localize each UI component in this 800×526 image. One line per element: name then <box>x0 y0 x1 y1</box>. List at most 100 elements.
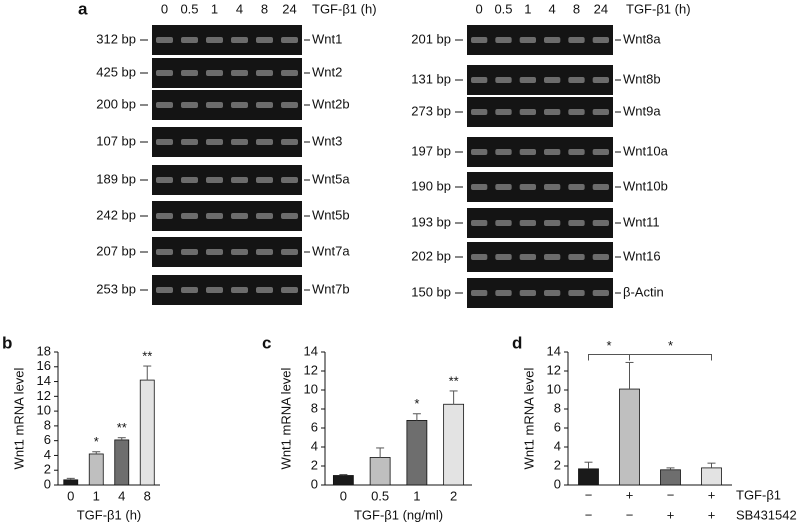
gel-image <box>152 58 302 88</box>
y-axis-label: Wnt1 mRNA level <box>521 367 536 469</box>
gel-image <box>467 65 613 95</box>
lane-label: 8 <box>261 1 268 16</box>
gel-band <box>256 37 273 43</box>
x-tick-label: 0.5 <box>371 488 389 503</box>
comparison-label: * <box>606 338 611 353</box>
gel-image <box>467 172 613 202</box>
x-tick-label: 0 <box>340 488 347 503</box>
gel-band <box>471 149 488 155</box>
y-tick-label: 8 <box>44 417 51 432</box>
factor-level: − <box>585 507 593 522</box>
bar <box>114 439 130 486</box>
lane-label: 4 <box>236 1 243 16</box>
bar <box>406 419 428 486</box>
gel-band <box>568 184 585 190</box>
gene-label: Wnt11 <box>623 214 660 229</box>
gel-band <box>568 149 585 155</box>
gel-band <box>495 149 512 155</box>
factor-name: TGF-β1 <box>736 487 781 502</box>
lanes-title: TGF-β1 (h) <box>626 1 691 16</box>
gel-band <box>281 70 298 76</box>
gel-band <box>568 254 585 260</box>
bar <box>701 467 722 486</box>
band-size: 201 bp <box>411 31 451 46</box>
comparison-bracket <box>629 353 712 361</box>
comparison-bracket <box>588 353 630 361</box>
band-size: 189 bp <box>96 171 136 186</box>
gene-label: Wnt9a <box>623 103 661 118</box>
gel-band <box>256 139 273 145</box>
y-tick-label: 16 <box>37 358 51 373</box>
gel-image <box>152 237 302 267</box>
gel-band <box>495 184 512 190</box>
gel-band <box>519 220 536 226</box>
bar <box>660 469 681 486</box>
y-tick-label: 10 <box>547 381 561 396</box>
gene-label: Wnt2b <box>312 96 350 111</box>
factor-level: + <box>667 507 675 522</box>
gel-image <box>467 25 613 55</box>
significance: ** <box>449 373 459 388</box>
bar <box>619 388 640 486</box>
gene-label: Wnt10a <box>623 143 669 158</box>
gel-band <box>231 139 248 145</box>
factor-level: − <box>626 507 634 522</box>
gel-band <box>256 249 273 255</box>
gene-label: Wnt3 <box>312 133 342 148</box>
gel-image <box>152 127 302 157</box>
band-size: 107 bp <box>96 133 136 148</box>
lane-label: 0.5 <box>180 1 198 16</box>
bar <box>63 479 79 486</box>
gel-band <box>568 37 585 43</box>
gel-band <box>256 177 273 183</box>
y-tick-label: 14 <box>304 343 318 358</box>
gel-band <box>206 139 223 145</box>
gel-band <box>156 249 173 255</box>
y-tick-label: 4 <box>311 438 318 453</box>
gel-band <box>231 249 248 255</box>
gel-band <box>281 287 298 293</box>
y-tick-label: 4 <box>554 438 561 453</box>
y-tick-label: 6 <box>311 419 318 434</box>
gel-band <box>156 102 173 108</box>
gel-band <box>471 220 488 226</box>
gene-label: Wnt10b <box>623 178 668 193</box>
band-size: 150 bp <box>411 284 451 299</box>
gel-band <box>256 213 273 219</box>
gel-band <box>281 102 298 108</box>
bar <box>139 379 155 486</box>
gel-band <box>519 254 536 260</box>
gene-label: β-Actin <box>623 284 664 299</box>
lane-label: 0 <box>161 1 168 16</box>
y-tick-label: 2 <box>554 457 561 472</box>
gene-label: Wnt5b <box>312 207 350 222</box>
y-tick-label: 12 <box>547 362 561 377</box>
gel-band <box>568 220 585 226</box>
factor-level: − <box>667 487 675 502</box>
gel-band <box>592 184 609 190</box>
gel-band <box>519 37 536 43</box>
gel-band <box>592 37 609 43</box>
gel-band <box>256 287 273 293</box>
x-tick-label: 8 <box>144 488 151 503</box>
y-tick-label: 10 <box>304 381 318 396</box>
gel-band <box>281 177 298 183</box>
y-tick-label: 18 <box>37 343 51 358</box>
gel-band <box>544 77 561 83</box>
gel-band <box>568 109 585 115</box>
gel-band <box>495 290 512 296</box>
gel-band <box>471 37 488 43</box>
gel-band <box>181 287 198 293</box>
significance: ** <box>142 348 152 363</box>
gel-band <box>281 37 298 43</box>
lane-label: 24 <box>282 1 296 16</box>
y-tick-label: 10 <box>37 403 51 418</box>
gel-band <box>281 213 298 219</box>
gel-band <box>181 213 198 219</box>
lane-label: 8 <box>573 1 580 16</box>
gel-image <box>152 201 302 231</box>
gel-band <box>471 109 488 115</box>
gel-band <box>519 149 536 155</box>
lane-label: 1 <box>524 1 531 16</box>
gel-band <box>495 37 512 43</box>
